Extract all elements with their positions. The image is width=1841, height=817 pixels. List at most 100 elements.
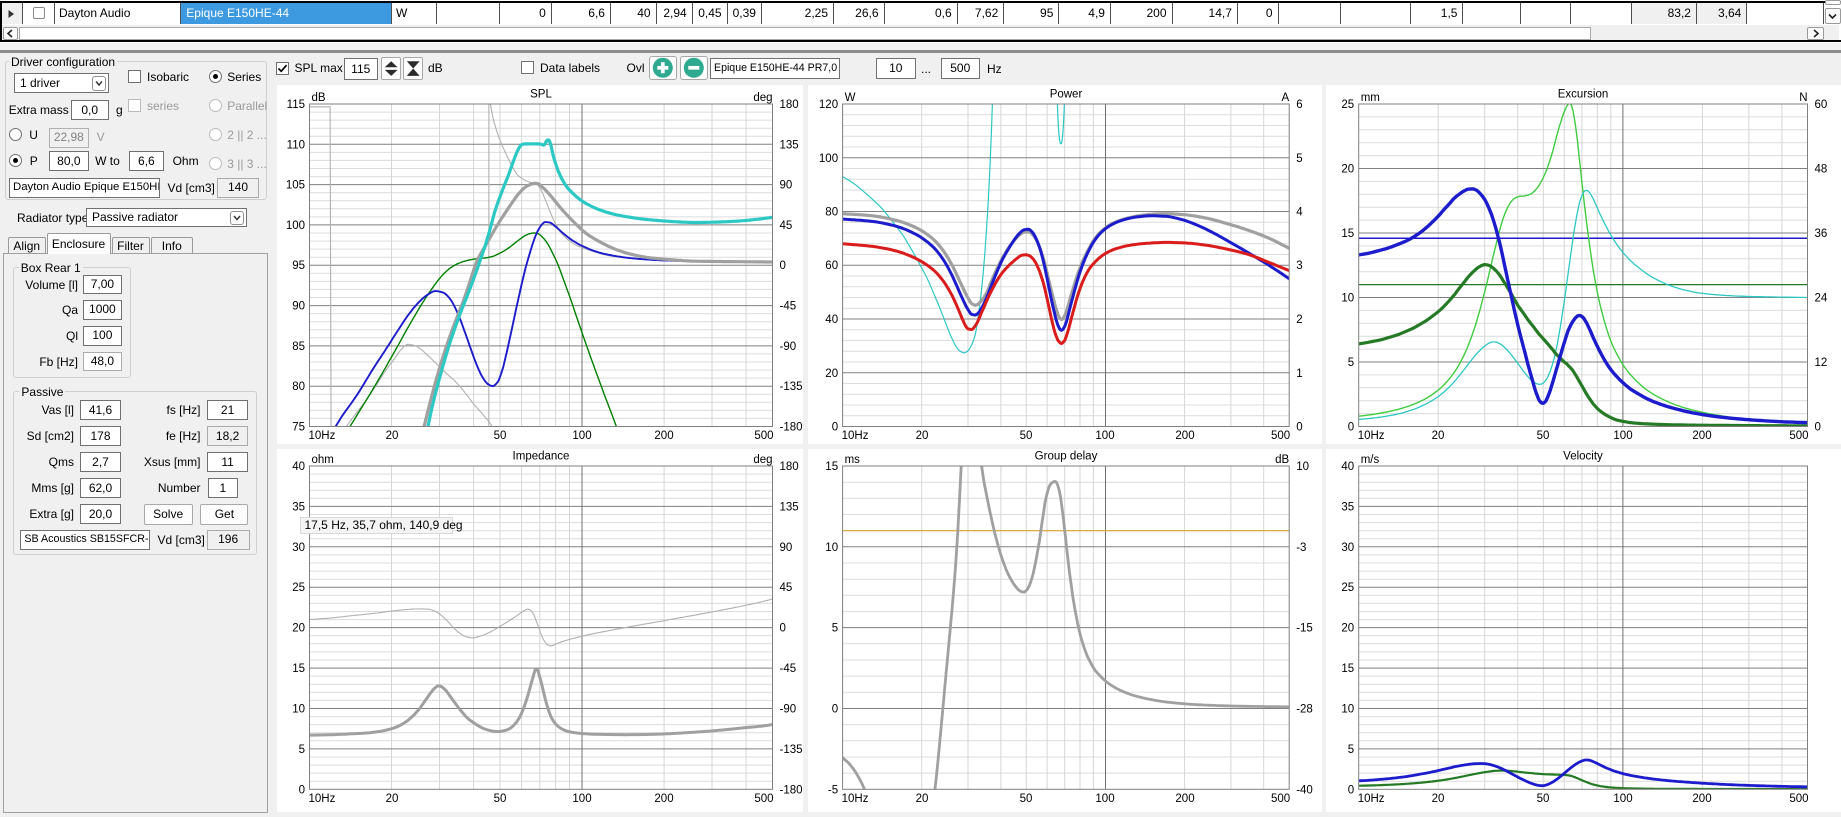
svg-text:Impedance: Impedance [513,451,570,463]
svg-text:60: 60 [1815,99,1828,111]
svg-text:-180: -180 [780,784,803,796]
svg-text:Group delay: Group delay [1035,451,1098,463]
svg-text:115: 115 [287,99,305,111]
svg-text:100: 100 [286,220,305,232]
svg-text:100: 100 [1095,430,1114,442]
svg-text:20: 20 [916,793,929,805]
svg-text:180: 180 [780,99,799,111]
svg-text:90: 90 [780,180,793,192]
svg-text:50: 50 [1020,430,1033,442]
svg-text:35: 35 [1341,501,1354,513]
svg-text:100: 100 [1095,793,1114,805]
svg-text:0: 0 [780,623,786,635]
svg-text:10: 10 [1341,293,1354,305]
svg-text:25: 25 [292,582,305,594]
svg-text:110: 110 [287,139,305,151]
svg-text:0: 0 [1815,422,1821,434]
svg-text:85: 85 [292,341,305,353]
svg-text:Velocity: Velocity [1563,451,1603,463]
svg-text:40: 40 [292,461,305,473]
svg-text:95: 95 [292,260,305,272]
svg-text:A: A [1282,92,1290,104]
svg-text:200: 200 [1692,430,1711,442]
svg-text:80: 80 [825,207,838,219]
svg-text:20: 20 [1432,793,1445,805]
svg-text:30: 30 [292,542,305,554]
svg-text:15: 15 [1341,663,1354,675]
svg-text:500: 500 [754,430,773,442]
svg-text:3: 3 [1296,260,1302,272]
svg-text:180: 180 [780,461,799,473]
svg-text:135: 135 [780,501,799,513]
svg-text:10Hz: 10Hz [842,793,869,805]
svg-text:-180: -180 [780,422,803,434]
svg-text:5: 5 [299,744,305,756]
svg-text:200: 200 [654,430,673,442]
svg-text:-135: -135 [780,381,803,393]
svg-text:10Hz: 10Hz [842,430,869,442]
svg-text:0: 0 [780,260,786,272]
svg-text:10Hz: 10Hz [309,793,336,805]
svg-text:dB: dB [312,92,326,104]
svg-text:-45: -45 [780,301,797,313]
svg-text:100: 100 [572,430,591,442]
svg-text:-40: -40 [1296,784,1313,796]
svg-text:0: 0 [1348,784,1354,796]
svg-text:SPL: SPL [530,89,552,101]
svg-text:15: 15 [1341,228,1354,240]
svg-text:10: 10 [1341,704,1354,716]
svg-text:1: 1 [1296,368,1302,380]
svg-text:50: 50 [1020,793,1033,805]
svg-text:0: 0 [299,784,305,796]
svg-text:25: 25 [1341,582,1354,594]
svg-text:-28: -28 [1296,704,1313,716]
svg-text:Excursion: Excursion [1558,89,1609,101]
svg-text:-135: -135 [780,744,803,756]
svg-text:80: 80 [292,381,305,393]
svg-text:60: 60 [825,260,838,272]
svg-text:4: 4 [1296,207,1303,219]
svg-text:0: 0 [832,704,838,716]
svg-text:50: 50 [494,430,507,442]
svg-text:15: 15 [825,461,838,473]
svg-text:40: 40 [825,314,838,326]
svg-text:Power: Power [1050,89,1083,101]
svg-text:45: 45 [780,582,793,594]
svg-text:deg: deg [753,454,772,466]
svg-text:105: 105 [286,180,305,192]
svg-text:10: 10 [1296,461,1309,473]
svg-text:5: 5 [1348,744,1354,756]
svg-text:500: 500 [1789,430,1808,442]
svg-text:35: 35 [292,501,305,513]
svg-text:100: 100 [1613,430,1632,442]
svg-text:50: 50 [494,793,507,805]
svg-text:deg: deg [753,92,772,104]
svg-text:20: 20 [1341,623,1354,635]
svg-text:0: 0 [1348,422,1354,434]
svg-text:45: 45 [780,220,793,232]
svg-text:100: 100 [819,153,838,165]
svg-text:40: 40 [1341,461,1354,473]
svg-text:75: 75 [292,422,305,434]
svg-text:N: N [1799,92,1807,104]
svg-text:24: 24 [1815,293,1828,305]
svg-text:10Hz: 10Hz [1358,430,1385,442]
svg-text:20: 20 [1341,164,1354,176]
svg-text:20: 20 [1432,430,1445,442]
svg-text:-45: -45 [780,663,797,675]
svg-text:200: 200 [1175,430,1194,442]
svg-text:120: 120 [819,99,838,111]
svg-text:m/s: m/s [1361,454,1380,466]
svg-text:dB: dB [1275,454,1289,466]
svg-text:20: 20 [292,623,305,635]
svg-text:20: 20 [825,368,838,380]
svg-text:-15: -15 [1296,623,1313,635]
svg-text:90: 90 [780,542,793,554]
svg-text:5: 5 [1348,357,1354,369]
svg-text:10: 10 [292,704,305,716]
svg-text:ms: ms [845,454,861,466]
svg-text:-5: -5 [828,784,838,796]
svg-text:5: 5 [1296,153,1302,165]
svg-text:36: 36 [1815,228,1828,240]
svg-text:200: 200 [654,793,673,805]
